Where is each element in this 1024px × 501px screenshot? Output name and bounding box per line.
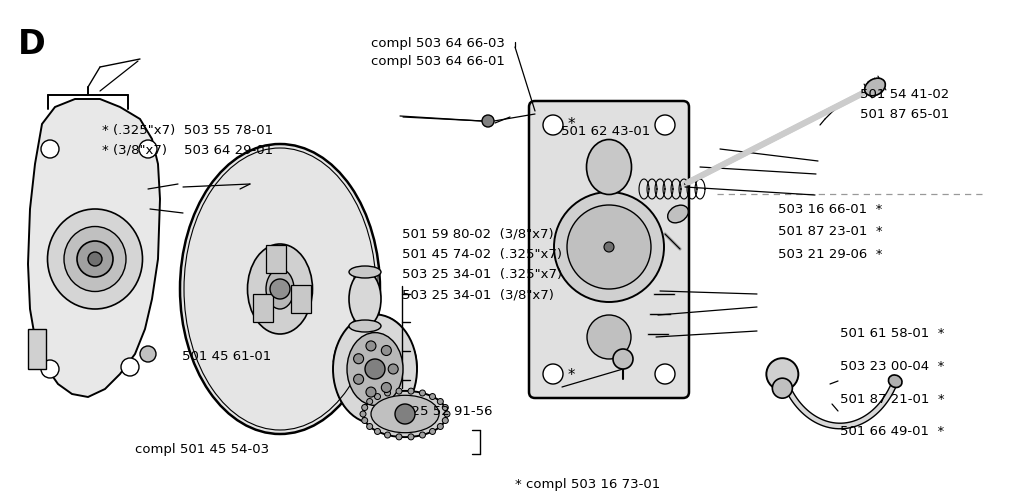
Circle shape (613, 349, 633, 369)
Circle shape (366, 387, 376, 397)
Circle shape (361, 418, 368, 424)
Circle shape (41, 360, 59, 378)
Circle shape (353, 354, 364, 364)
Text: *: * (567, 367, 575, 382)
Circle shape (367, 424, 373, 430)
Ellipse shape (668, 206, 688, 223)
Circle shape (395, 404, 415, 424)
Circle shape (365, 359, 385, 379)
Circle shape (437, 399, 443, 405)
Text: 503 21 29-06  *: 503 21 29-06 * (778, 247, 883, 261)
Bar (253, 295, 273, 323)
Ellipse shape (47, 209, 142, 310)
Circle shape (139, 141, 157, 159)
Text: compl 501 45 54-03: compl 501 45 54-03 (135, 442, 269, 455)
Ellipse shape (587, 140, 632, 195)
Text: D: D (18, 28, 46, 61)
Ellipse shape (349, 320, 381, 332)
Ellipse shape (371, 395, 439, 433)
Circle shape (77, 241, 113, 278)
Circle shape (543, 364, 563, 384)
Circle shape (385, 432, 390, 438)
Ellipse shape (266, 270, 294, 310)
Ellipse shape (349, 267, 381, 279)
Circle shape (655, 364, 675, 384)
FancyBboxPatch shape (529, 102, 689, 398)
Text: * (.325"x7)  503 55 78-01: * (.325"x7) 503 55 78-01 (102, 124, 273, 137)
Circle shape (353, 375, 364, 384)
Circle shape (567, 205, 651, 290)
Circle shape (444, 411, 450, 417)
Bar (291, 286, 310, 314)
Circle shape (88, 253, 102, 267)
Ellipse shape (889, 375, 902, 388)
Circle shape (360, 411, 366, 417)
Text: *: * (567, 117, 575, 132)
Ellipse shape (180, 145, 380, 434)
Bar (266, 246, 286, 274)
Circle shape (121, 358, 139, 376)
Text: 501 45 74-02  (.325"x7): 501 45 74-02 (.325"x7) (402, 247, 562, 261)
Circle shape (270, 280, 290, 300)
Circle shape (396, 434, 402, 440)
Circle shape (361, 405, 368, 411)
Circle shape (437, 424, 443, 430)
Ellipse shape (362, 391, 447, 437)
Circle shape (766, 359, 799, 390)
Circle shape (408, 388, 414, 394)
Text: compl 503 64 66-01: compl 503 64 66-01 (371, 55, 505, 68)
Circle shape (381, 346, 391, 356)
Text: 503 16 66-01  *: 503 16 66-01 * (778, 202, 883, 215)
Text: 503 23 00-04  *: 503 23 00-04 * (840, 359, 944, 372)
Ellipse shape (63, 227, 126, 292)
Circle shape (388, 364, 398, 374)
Circle shape (554, 192, 664, 303)
Circle shape (442, 405, 449, 411)
Circle shape (408, 434, 414, 440)
Circle shape (429, 428, 435, 434)
Text: 501 61 58-01  *: 501 61 58-01 * (840, 327, 944, 340)
Circle shape (604, 242, 614, 253)
Text: 501 87 23-01  *: 501 87 23-01 * (778, 225, 883, 238)
Circle shape (375, 428, 381, 434)
Text: 725 52 91-56: 725 52 91-56 (403, 404, 493, 417)
Bar (28, 329, 46, 369)
Text: * compl 503 16 73-01: * compl 503 16 73-01 (515, 477, 660, 490)
Polygon shape (28, 100, 160, 397)
Circle shape (442, 418, 449, 424)
Circle shape (367, 399, 373, 405)
Text: 501 54 41-02: 501 54 41-02 (860, 88, 949, 101)
Circle shape (366, 341, 376, 351)
Circle shape (140, 346, 156, 362)
Text: 501 87 21-01  *: 501 87 21-01 * (840, 392, 944, 405)
Circle shape (772, 378, 793, 398)
Text: 501 59 80-02  (3/8"x7): 501 59 80-02 (3/8"x7) (402, 227, 554, 240)
Circle shape (420, 390, 425, 396)
Text: * (3/8"x7)    503 64 29-01: * (3/8"x7) 503 64 29-01 (102, 143, 273, 156)
Circle shape (429, 394, 435, 400)
Circle shape (420, 432, 425, 438)
Circle shape (587, 315, 631, 359)
Ellipse shape (248, 244, 312, 334)
Ellipse shape (349, 272, 381, 327)
Text: 501 66 49-01  *: 501 66 49-01 * (840, 424, 944, 437)
Circle shape (381, 383, 391, 393)
Text: 503 25 34-01  (.325"x7): 503 25 34-01 (.325"x7) (402, 268, 562, 281)
Circle shape (41, 141, 59, 159)
Text: 501 62 43-01: 501 62 43-01 (561, 125, 650, 138)
Text: 503 25 34-01  (3/8"x7): 503 25 34-01 (3/8"x7) (402, 288, 554, 301)
Text: compl 503 64 66-03: compl 503 64 66-03 (371, 37, 505, 50)
Text: 501 45 61-01: 501 45 61-01 (182, 349, 271, 362)
Ellipse shape (347, 333, 403, 406)
Circle shape (385, 390, 390, 396)
Circle shape (482, 116, 494, 128)
Ellipse shape (333, 315, 417, 424)
Circle shape (655, 116, 675, 136)
Circle shape (396, 388, 402, 394)
Circle shape (543, 116, 563, 136)
Ellipse shape (864, 79, 886, 97)
Circle shape (375, 394, 381, 400)
Text: 501 87 65-01: 501 87 65-01 (860, 108, 949, 121)
